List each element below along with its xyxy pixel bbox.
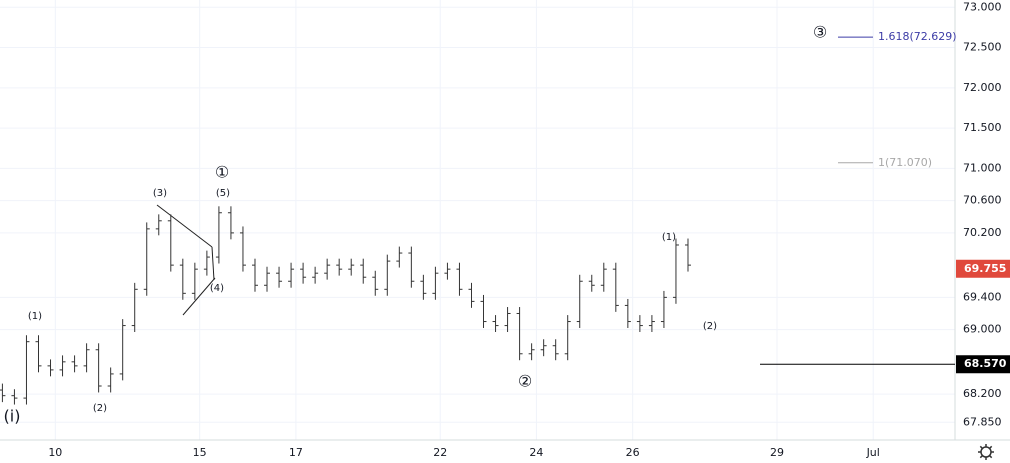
y-tick-label: 73.000 [963, 0, 1002, 13]
y-tick-label: 70.600 [963, 194, 1002, 207]
wave-label: (5) [216, 188, 230, 199]
fib-label: 1.618(72.629) [878, 30, 957, 43]
x-tick-label: 26 [626, 446, 640, 459]
wave-label: ① [215, 163, 229, 182]
x-tick-label: 17 [289, 446, 303, 459]
y-tick-label: 69.400 [963, 290, 1002, 303]
y-tick-label: 70.200 [963, 226, 1002, 239]
wave-label: ③ [813, 23, 827, 42]
wave-label: (2) [93, 403, 107, 414]
wave-label: (3) [153, 188, 167, 199]
last-price-label: 69.755 [964, 262, 1006, 275]
triangle-line [156, 204, 213, 248]
x-tick-label: 24 [529, 446, 543, 459]
price-tag [956, 355, 1010, 374]
y-tick-label: 71.500 [963, 121, 1002, 134]
y-tick-label: 68.200 [963, 387, 1002, 400]
y-tick-label: 71.000 [963, 161, 1002, 174]
wave-label: (i) [4, 407, 21, 426]
wave-label: ② [518, 372, 532, 391]
y-tick-label: 72.000 [963, 81, 1002, 94]
fib-label: 1(71.070) [878, 156, 932, 169]
y-tick-label: 67.850 [963, 415, 1002, 428]
y-tick-label: 69.000 [963, 323, 1002, 336]
x-tick-label: 29 [770, 446, 784, 459]
triangle-line [182, 277, 216, 316]
x-tick-label: Jul [866, 446, 880, 459]
triangle-line [211, 246, 215, 281]
x-tick-label: 15 [193, 446, 207, 459]
wave-label: (1) [662, 232, 676, 243]
last-price-tag [956, 259, 1010, 278]
y-tick-label: 72.500 [963, 41, 1002, 54]
wave-label: (2) [703, 321, 717, 332]
wave-label: (4) [210, 283, 224, 294]
x-tick-label: 22 [433, 446, 447, 459]
x-tick-label: 10 [48, 446, 62, 459]
price-tag-label: 68.570 [964, 357, 1007, 370]
wave-label: (1) [28, 311, 42, 322]
settings-icon[interactable] [978, 444, 994, 460]
